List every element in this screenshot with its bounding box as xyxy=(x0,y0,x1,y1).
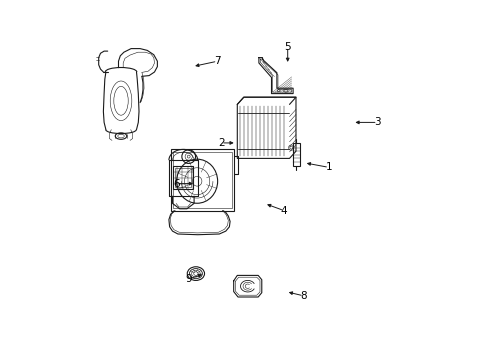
Text: 9: 9 xyxy=(185,274,192,284)
Text: 6: 6 xyxy=(172,179,179,189)
Text: 2: 2 xyxy=(217,138,224,148)
Text: 8: 8 xyxy=(300,291,306,301)
Text: 7: 7 xyxy=(214,56,221,66)
Text: 4: 4 xyxy=(280,206,287,216)
Text: 5: 5 xyxy=(284,42,290,52)
Text: 1: 1 xyxy=(325,162,332,172)
Text: 3: 3 xyxy=(374,117,380,127)
